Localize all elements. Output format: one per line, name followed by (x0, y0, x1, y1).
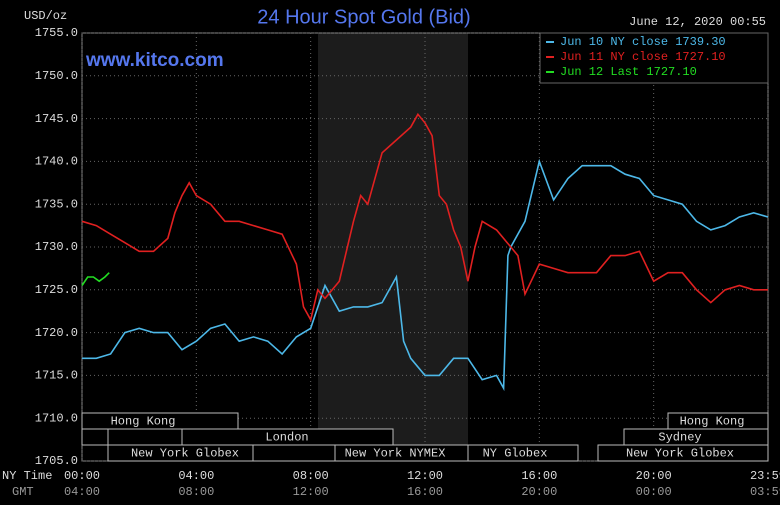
session-label: NY Globex (483, 447, 548, 461)
session-label: New York NYMEX (345, 447, 446, 461)
session-label: New York Globex (626, 447, 734, 461)
series-line (82, 158, 769, 392)
session-box (252, 444, 336, 462)
x2-axis-label: GMT (12, 485, 34, 499)
legend-label: Jun 11 NY close 1727.10 (560, 50, 726, 64)
session-label: New York Globex (131, 447, 239, 461)
session-box (467, 444, 579, 462)
y-tick-label: 1705.0 (35, 454, 78, 468)
chart-title: 24 Hour Spot Gold (Bid) (257, 6, 470, 28)
legend-label: Jun 10 NY close 1739.30 (560, 35, 726, 49)
x-tick-label: 04:00 (178, 469, 214, 483)
x-tick-label: 20:00 (636, 469, 672, 483)
x2-tick-label: 12:00 (293, 485, 329, 499)
y-tick-label: 1750.0 (35, 69, 78, 83)
y-tick-label: 1710.0 (35, 411, 78, 425)
session-label: Hong Kong (680, 415, 745, 429)
session-box (597, 444, 769, 462)
x2-tick-label: 04:00 (64, 485, 100, 499)
session-label: Sydney (658, 431, 701, 445)
x-tick-label: 16:00 (521, 469, 557, 483)
y-axis-label: USD/oz (24, 9, 67, 23)
x2-tick-label: 00:00 (636, 485, 672, 499)
x-axis-label: NY Time (2, 469, 52, 483)
x-tick-label: 12:00 (407, 469, 443, 483)
legend-box (539, 32, 769, 84)
timestamp: June 12, 2020 00:55 (629, 15, 766, 29)
y-tick-label: 1730.0 (35, 240, 78, 254)
x2-tick-label: 16:00 (407, 485, 443, 499)
x2-tick-label: 20:00 (521, 485, 557, 499)
session-box (81, 412, 239, 430)
x2-tick-label: 08:00 (178, 485, 214, 499)
series-line (81, 272, 110, 286)
y-tick-label: 1735.0 (35, 197, 78, 211)
market-shade (318, 33, 468, 461)
series-line (81, 112, 768, 322)
x-tick-label: 08:00 (293, 469, 329, 483)
x-tick-label: 23:59 (750, 469, 780, 483)
y-tick-label: 1745.0 (35, 112, 78, 126)
session-label: Hong Kong (111, 415, 176, 429)
x-tick-label: 00:00 (64, 469, 100, 483)
legend-label: Jun 12 Last 1727.10 (560, 65, 697, 79)
y-tick-label: 1720.0 (35, 326, 78, 340)
session-box (181, 428, 394, 446)
watermark: www.kitco.com (85, 50, 224, 71)
session-label: London (265, 431, 308, 445)
y-tick-label: 1740.0 (35, 155, 78, 169)
y-tick-label: 1715.0 (35, 369, 78, 383)
x2-tick-label: 03:59 (750, 485, 780, 499)
y-tick-label: 1755.0 (35, 26, 78, 40)
y-tick-label: 1725.0 (35, 283, 78, 297)
session-box (107, 444, 254, 462)
session-box (81, 428, 109, 446)
